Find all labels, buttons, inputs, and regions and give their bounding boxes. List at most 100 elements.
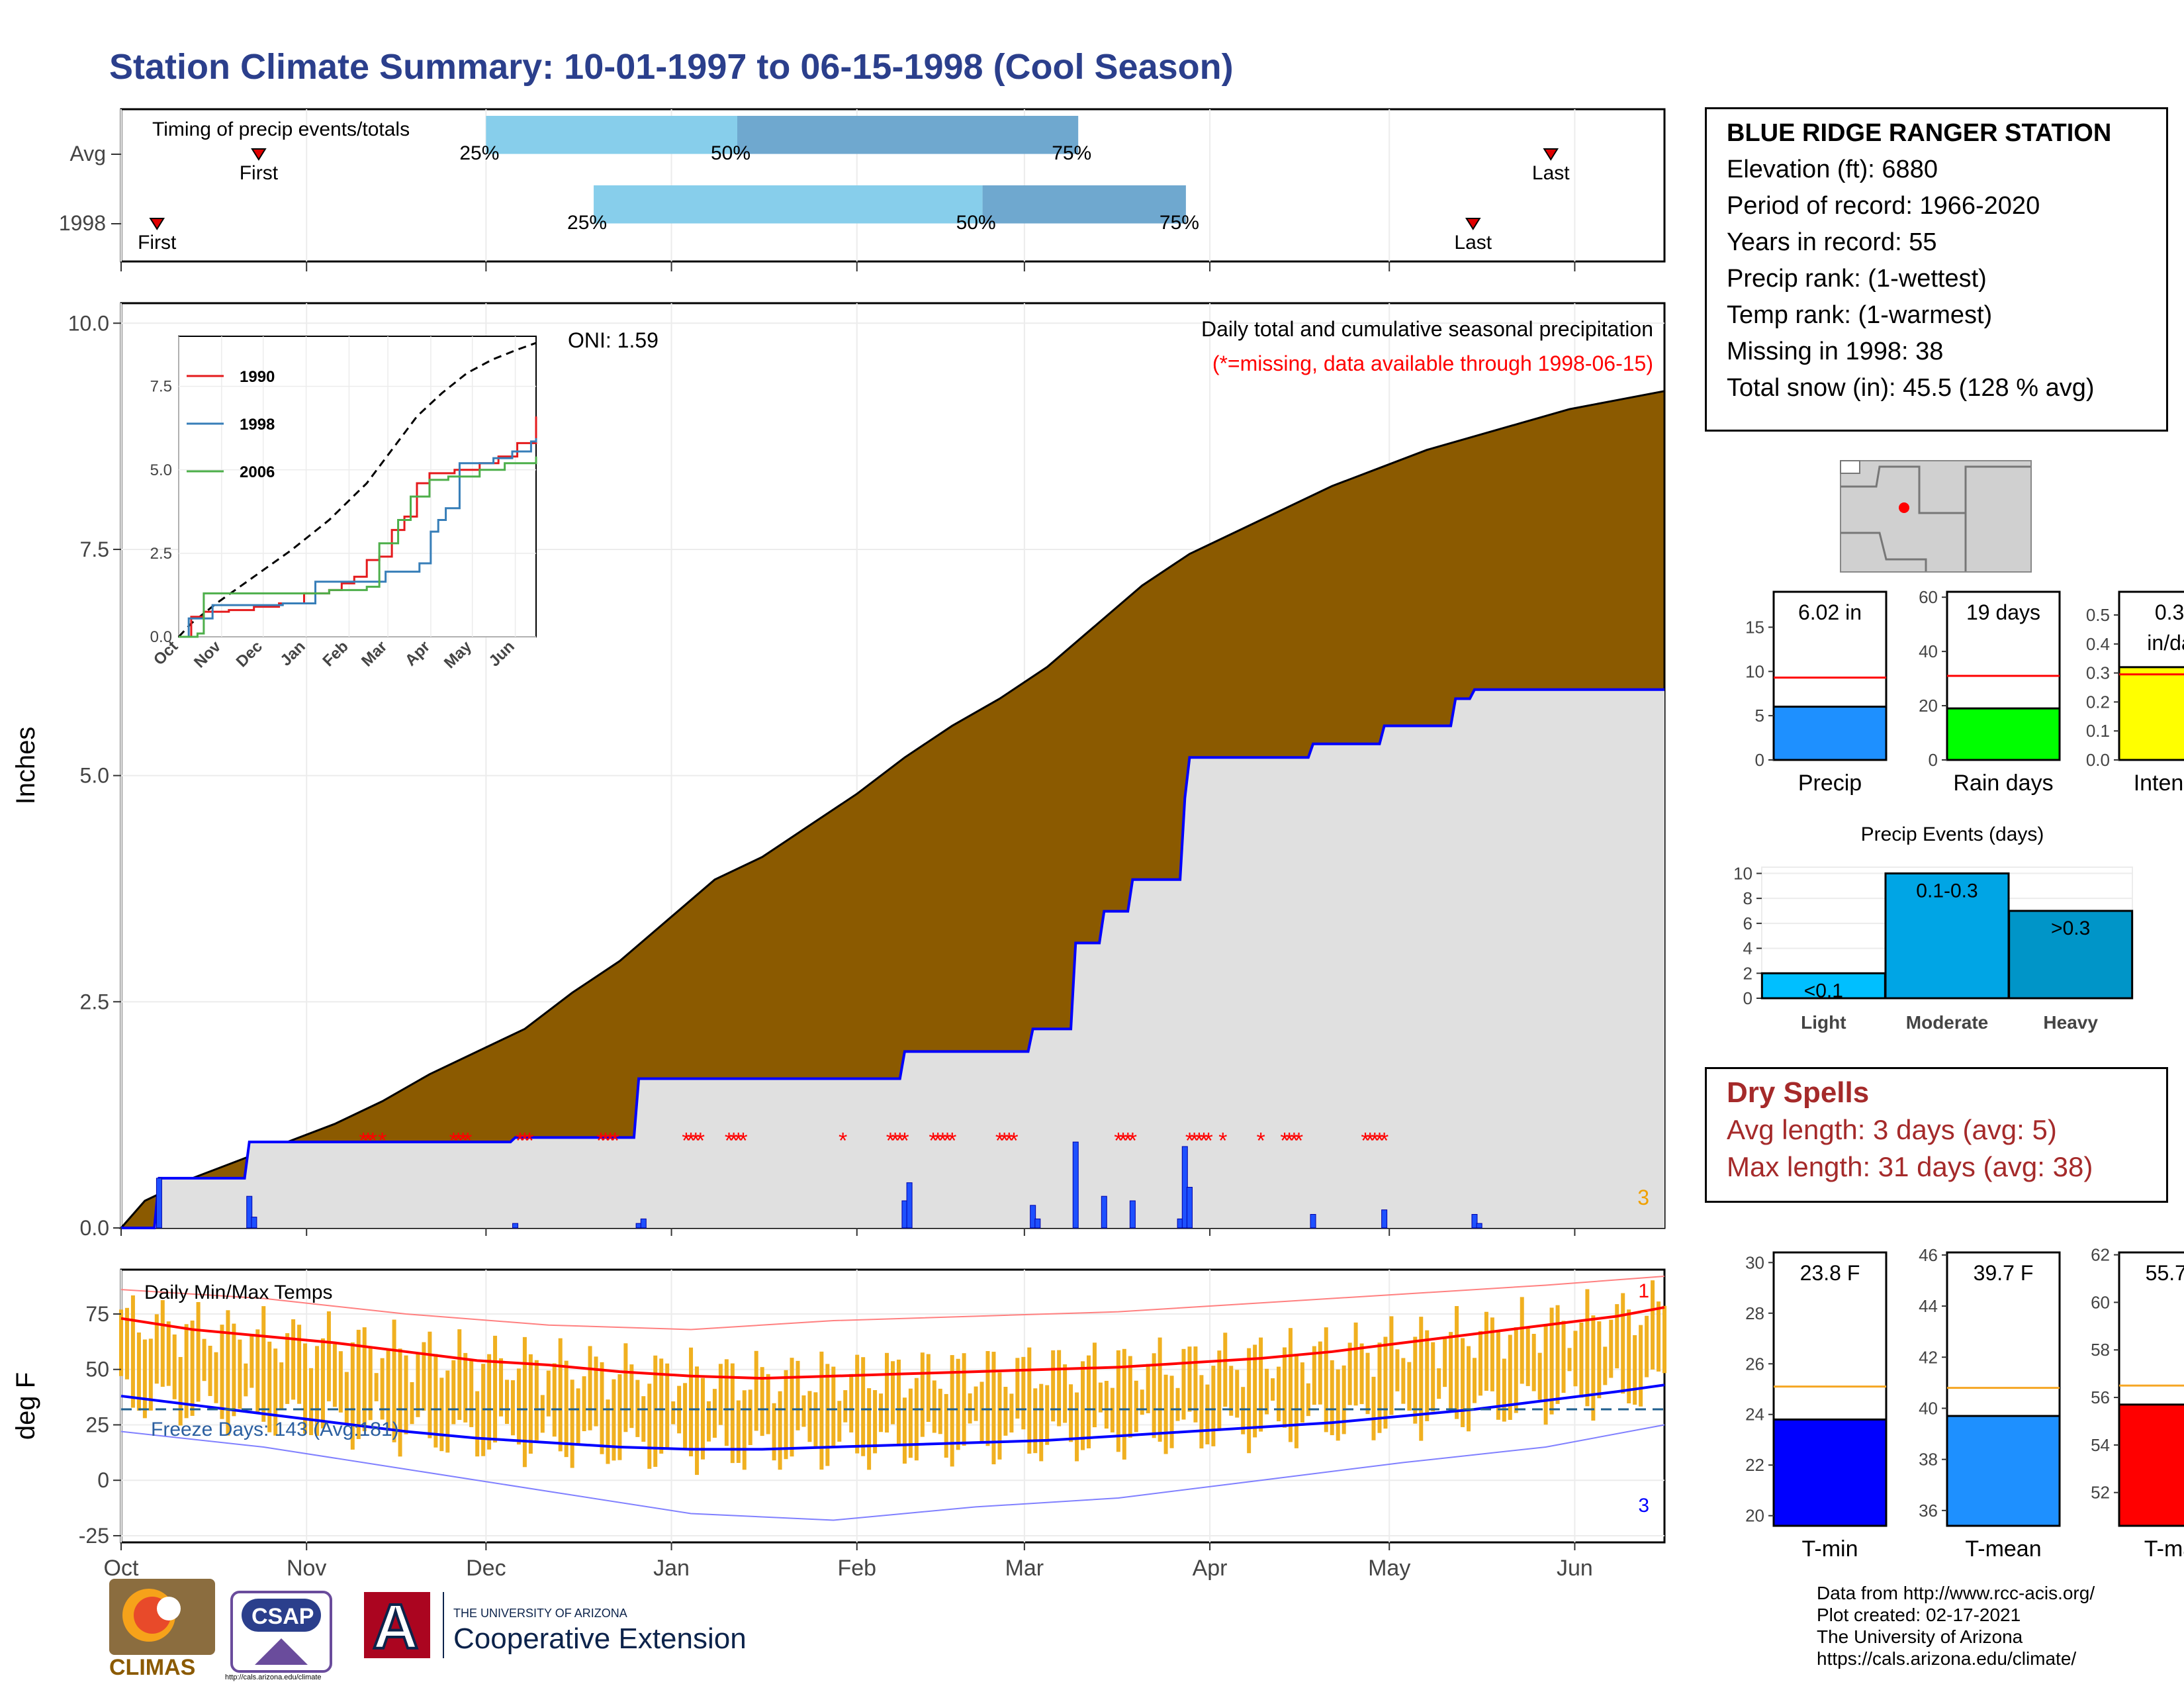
daily-precip-bar — [1186, 1186, 1193, 1229]
record-min-line — [120, 1424, 1665, 1521]
missing-day-marker: * — [1295, 1128, 1303, 1153]
daily-temp-bar — [807, 1391, 812, 1442]
daily-precip-bar — [1310, 1213, 1316, 1229]
daily-temp-bar — [938, 1388, 942, 1434]
panel-y-tick-label: 26 — [1745, 1354, 1764, 1374]
panel-y-tick-label: 24 — [1745, 1405, 1764, 1425]
daily-temp-bar — [831, 1366, 836, 1447]
panel-value-label2: in/day — [2147, 631, 2184, 655]
daily-precip-bar — [1072, 1141, 1079, 1229]
daily-temp-bar — [130, 1295, 135, 1408]
missing-day-marker: * — [895, 1128, 904, 1153]
daily-temp-bar — [291, 1319, 296, 1400]
daily-precip-bar — [251, 1217, 257, 1229]
events-bar-label: <0.1 — [1804, 980, 1843, 1002]
timing-last-label: Last — [1454, 232, 1492, 254]
daily-temp-bar — [796, 1360, 800, 1430]
daily-temp-bar — [1324, 1327, 1328, 1432]
daily-temp-bar — [1591, 1315, 1596, 1421]
panel-y-tick-label: 54 — [2091, 1435, 2110, 1455]
daily-temp-bar — [991, 1352, 996, 1465]
panel-name-label: T-min — [1802, 1536, 1858, 1562]
daily-temp-bar — [1253, 1344, 1257, 1438]
daily-temp-bar — [564, 1360, 569, 1458]
daily-temp-bar — [1395, 1349, 1400, 1391]
daily-temp-bar — [778, 1391, 782, 1470]
record-max-line — [120, 1276, 1665, 1331]
station-missing: Missing in 1998: 38 — [1727, 338, 1944, 365]
panel-y-tick-label: 58 — [2091, 1340, 2110, 1360]
daily-temp-bar — [386, 1349, 390, 1431]
daily-temp-bar — [374, 1373, 379, 1401]
panel-y-tick-label: 28 — [1745, 1303, 1764, 1323]
daily-temp-bar — [766, 1374, 770, 1434]
missing-day-marker: * — [839, 1128, 847, 1153]
daily-temp-bar — [837, 1401, 842, 1442]
daily-temp-bar — [1478, 1331, 1482, 1396]
panel-y-tick-label: 36 — [1919, 1501, 1938, 1521]
precip-y-tick-label: 10.0 — [68, 311, 109, 335]
daily-precip-bar — [1030, 1205, 1036, 1229]
daily-precip-bar — [1129, 1200, 1136, 1229]
daily-temp-bar — [712, 1389, 717, 1438]
missing-day-marker: * — [1280, 1128, 1289, 1153]
daily-temp-bar — [1312, 1346, 1316, 1405]
daily-temp-bar — [422, 1342, 426, 1411]
daily-temp-bar — [522, 1336, 527, 1468]
daily-temp-bar — [1116, 1350, 1120, 1452]
missing-day-marker: * — [606, 1128, 614, 1153]
daily-temp-bar — [1353, 1322, 1358, 1406]
daily-temp-bar — [1359, 1343, 1364, 1405]
daily-temp-bar — [748, 1389, 752, 1445]
missing-day-marker: * — [1199, 1128, 1208, 1153]
daily-temp-bar — [398, 1348, 402, 1457]
station-name: BLUE RIDGE RANGER STATION — [1727, 119, 2112, 147]
daily-temp-bar — [790, 1358, 794, 1457]
missing-day-marker: * — [948, 1128, 956, 1153]
daily-temp-bar — [303, 1343, 308, 1434]
panel-y-tick-label: 40 — [1919, 1398, 1938, 1418]
daily-temp-bar — [1152, 1353, 1156, 1438]
daily-temp-bar — [1033, 1388, 1038, 1454]
missing-day-marker: * — [938, 1128, 947, 1153]
temps-chart: Freeze Days: 143 (Avg:181) Daily Min/Max … — [11, 1268, 1666, 1581]
timing-last-marker — [1465, 218, 1481, 230]
events-bar — [1884, 872, 2010, 1000]
events-y-tick-label: 10 — [1733, 863, 1752, 883]
timing-first-marker — [149, 218, 165, 230]
daily-temp-bar — [1579, 1322, 1584, 1398]
daily-temp-bar — [920, 1352, 925, 1437]
panel-name-label: T-mean — [1965, 1536, 2041, 1562]
daily-temp-bar — [962, 1353, 966, 1446]
daily-temp-bar — [1163, 1374, 1168, 1454]
daily-temp-bar — [148, 1338, 153, 1411]
temps-x-tick-label: Jan — [653, 1556, 690, 1581]
panel-y-tick-label: 0.0 — [2086, 750, 2110, 770]
daily-temp-bar — [184, 1324, 189, 1419]
missing-day-marker: * — [1361, 1128, 1369, 1153]
daily-temp-bar — [1092, 1342, 1097, 1428]
panel-y-tick-label: 60 — [2091, 1292, 2110, 1312]
precip-y-tick-label: 5.0 — [80, 764, 109, 788]
missing-day-marker: * — [1366, 1128, 1375, 1153]
daily-temp-bar — [742, 1390, 747, 1470]
events-y-tick-label: 2 — [1743, 963, 1752, 983]
daily-temp-bar — [653, 1355, 658, 1467]
daily-temp-bar — [1549, 1307, 1554, 1415]
temps-x-tick-label: Feb — [837, 1556, 876, 1581]
temps-x-tick-label: May — [1368, 1556, 1410, 1581]
daily-temp-bar — [594, 1356, 598, 1427]
panel-y-tick-label: 10 — [1745, 661, 1764, 681]
daily-temp-bar — [208, 1345, 212, 1396]
precip-y-tick-label: 7.5 — [80, 538, 109, 561]
temps-y-tick-label: -25 — [79, 1524, 109, 1548]
daily-temp-bar — [647, 1383, 652, 1469]
daily-temp-bar — [730, 1363, 735, 1464]
daily-temp-bar — [1003, 1386, 1008, 1436]
missing-day-marker: * — [692, 1128, 700, 1153]
daily-temp-bar — [1217, 1350, 1222, 1431]
missing-day-marker: * — [891, 1128, 899, 1153]
daily-temp-bar — [1401, 1358, 1406, 1404]
events-y-tick-label: 0 — [1743, 988, 1752, 1008]
daily-precip-bar — [1034, 1218, 1041, 1229]
